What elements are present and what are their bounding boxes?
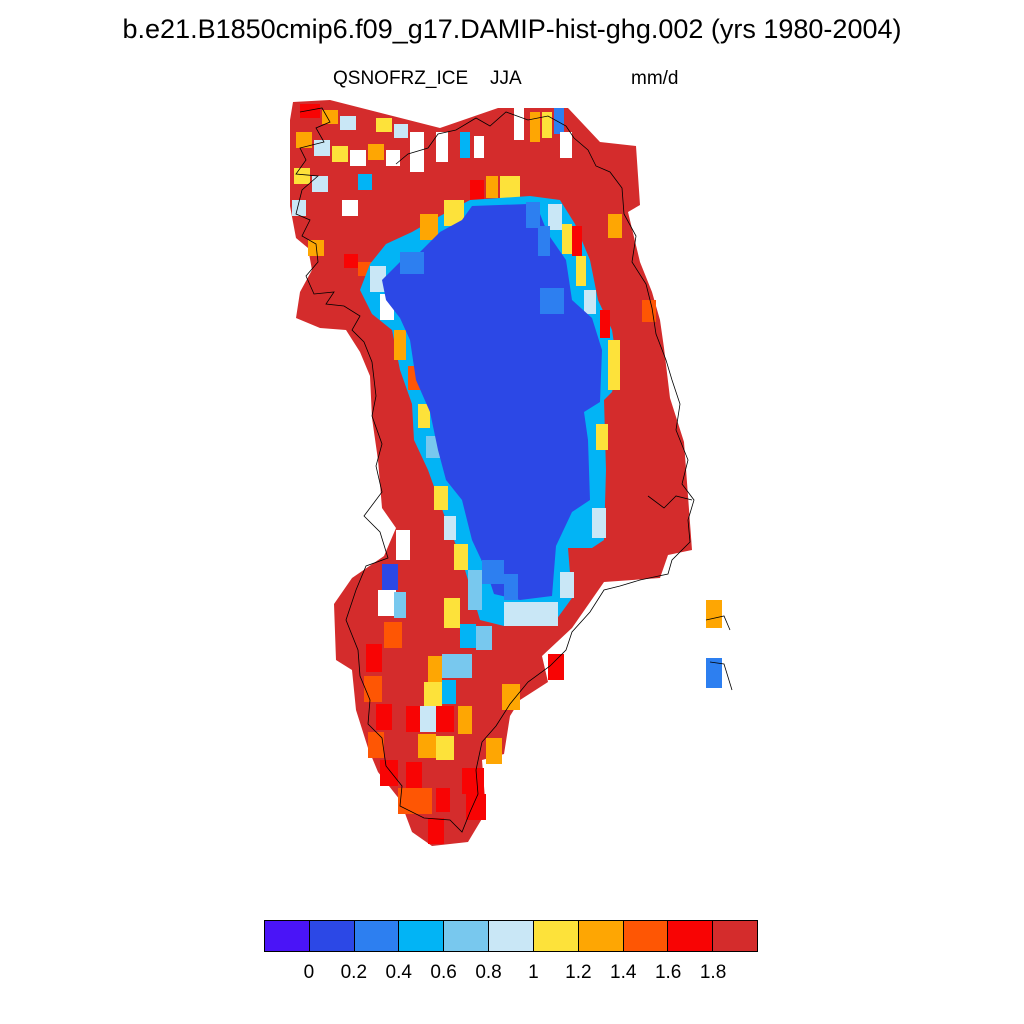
plot-title: b.e21.B1850cmip6.f09_g17.DAMIP-hist-ghg.…	[122, 14, 902, 44]
colorbar-swatch	[354, 921, 400, 951]
colorbar-swatch	[623, 921, 669, 951]
colorbar-swatch	[444, 921, 490, 951]
colorbar-tick-label: 0.8	[475, 962, 502, 983]
colorbar-tick-label: 1.4	[610, 962, 637, 983]
colorbar-swatch	[533, 921, 579, 951]
colorbar-swatch	[668, 921, 714, 951]
east-island-cells	[706, 600, 722, 688]
colorbar-swatch	[489, 921, 534, 951]
colorbar-tick-label: 0.4	[385, 962, 412, 983]
coastline	[295, 107, 733, 833]
colorbar-tick-label: 0.6	[430, 962, 457, 983]
colorbar-swatch	[309, 921, 355, 951]
northwest-coastal-cells	[292, 104, 484, 276]
season-label: JJA	[490, 68, 522, 89]
colorbar	[264, 920, 758, 952]
colorbar-tick-label: 0.2	[340, 962, 368, 983]
interior-variation-cells	[400, 202, 564, 600]
colorbar-swatch	[578, 921, 624, 951]
units-label: mm/d	[631, 68, 679, 89]
colorbar-swatch	[265, 921, 310, 951]
north-coastal-cells	[470, 106, 656, 322]
colorbar-tick-label: 1.2	[565, 962, 592, 983]
colorbar-swatch	[713, 921, 757, 951]
colorbar-swatch	[399, 921, 445, 951]
southern-cells	[364, 530, 564, 844]
transition-cells	[370, 200, 620, 626]
variable-label: QSNOFRZ_ICE	[333, 68, 469, 89]
colorbar-tick-label: 1.8	[699, 962, 727, 983]
colorbar-tick-label: 1	[528, 962, 539, 983]
colorbar-tick-label: 1.6	[654, 962, 682, 983]
greenland-map	[290, 100, 733, 846]
colorbar-tick-label: 0	[303, 962, 315, 983]
